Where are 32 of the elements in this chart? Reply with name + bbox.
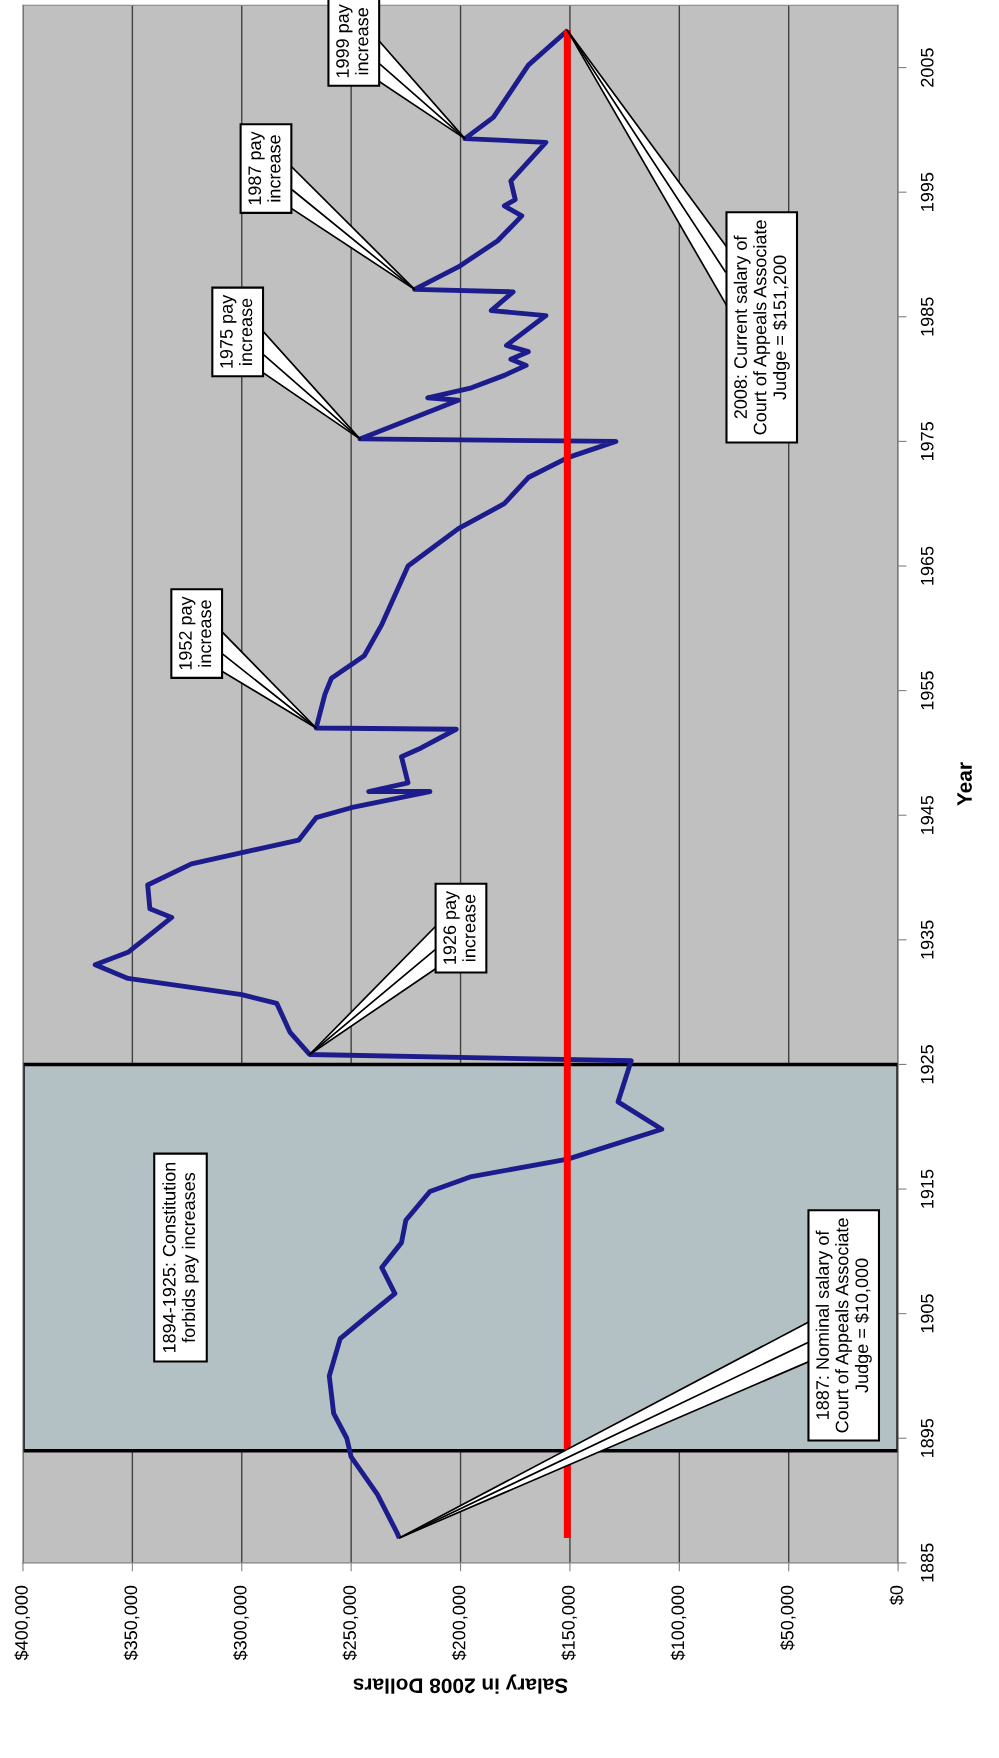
annotation: 1952 pay increase [179,596,212,670]
y-tick-label: 2005 [920,48,934,87]
y-tick-label: 1935 [920,920,934,959]
y-tick-label: 1925 [920,1045,934,1084]
y-tick-label: 1915 [920,1169,934,1208]
x-tick-label: $250,000 [342,1585,359,1661]
y-tick-label: 1955 [920,671,934,710]
annotation: 1887: Nominal salary of Court of Appeals Associate Judge = $10,000 [815,1218,872,1433]
annotation: 1987 pay increase [248,131,281,205]
x-tick-label: $400,000 [14,1585,30,1661]
y-tick-label: 1975 [920,422,934,461]
y-tick-label: 1905 [920,1294,934,1333]
x-tick-label: $350,000 [123,1585,140,1661]
x-tick-label: $300,000 [233,1585,249,1661]
y-tick-label: 1895 [920,1418,934,1457]
x-tick-label: $0 [889,1585,905,1605]
annotation: 1975 pay increase [220,294,253,368]
annotation: 1926 pay increase [443,890,476,964]
y-tick-label: 1965 [920,546,934,585]
x-tick-label: $50,000 [780,1585,796,1651]
band-label: 1894-1925: Constitution forbids pay increases [162,1162,199,1353]
annotation: 2008: Current salary of Court of Appeals Associate Judge = $151,200 [733,220,790,435]
x-tick-label: $100,000 [670,1585,687,1661]
y-tick-label: 1995 [920,172,934,211]
annotation: 1999 pay increase [336,4,369,78]
y-tick-label: 1985 [920,297,934,336]
y-tick-label: 1945 [920,795,934,834]
y-axis-title: Year [957,762,972,806]
x-tick-label: $150,000 [561,1585,577,1661]
x-tick-label: $200,000 [451,1585,468,1661]
x-axis-title: Salary in 2008 Dollars [353,1674,568,1694]
y-tick-label: 1885 [920,1543,934,1582]
